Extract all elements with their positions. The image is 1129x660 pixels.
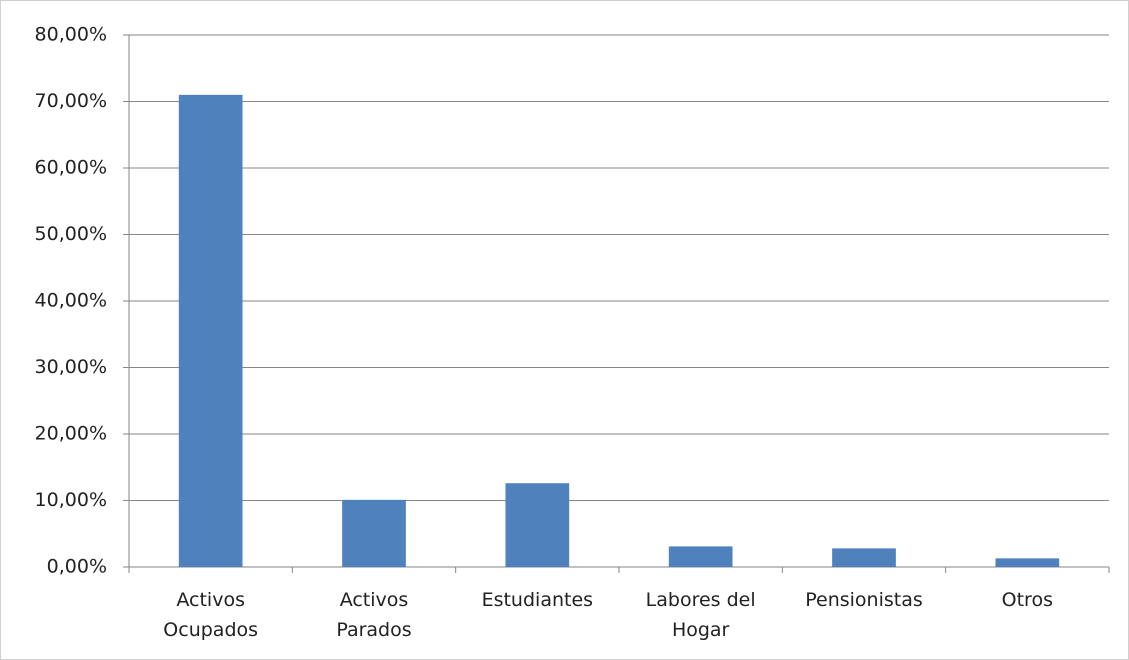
y-tick-label: 10,00%: [35, 489, 107, 511]
bar: [505, 483, 570, 567]
bar: [832, 548, 896, 567]
y-tick-label: 60,00%: [35, 157, 107, 179]
bar: [995, 558, 1060, 567]
y-tick-label: 80,00%: [35, 24, 107, 46]
bar: [668, 546, 733, 567]
y-tick-label: 50,00%: [35, 223, 107, 245]
y-tick-label: 40,00%: [35, 290, 107, 312]
x-tick-label: Pensionistas: [805, 589, 923, 611]
bar: [342, 499, 406, 567]
x-tick-label: Activos Parados: [336, 589, 412, 641]
y-tick-label: 70,00%: [35, 90, 107, 112]
x-tick-label: Otros: [1001, 589, 1053, 611]
y-tick-label: 30,00%: [35, 356, 107, 378]
bar: [178, 94, 243, 567]
x-tick-label: Activos Ocupados: [163, 589, 259, 641]
y-tick-label: 0,00%: [47, 556, 107, 578]
x-tick-label: Estudiantes: [481, 589, 594, 611]
y-tick-label: 20,00%: [35, 423, 107, 445]
x-tick-label: Labores del Hogar: [645, 589, 756, 641]
